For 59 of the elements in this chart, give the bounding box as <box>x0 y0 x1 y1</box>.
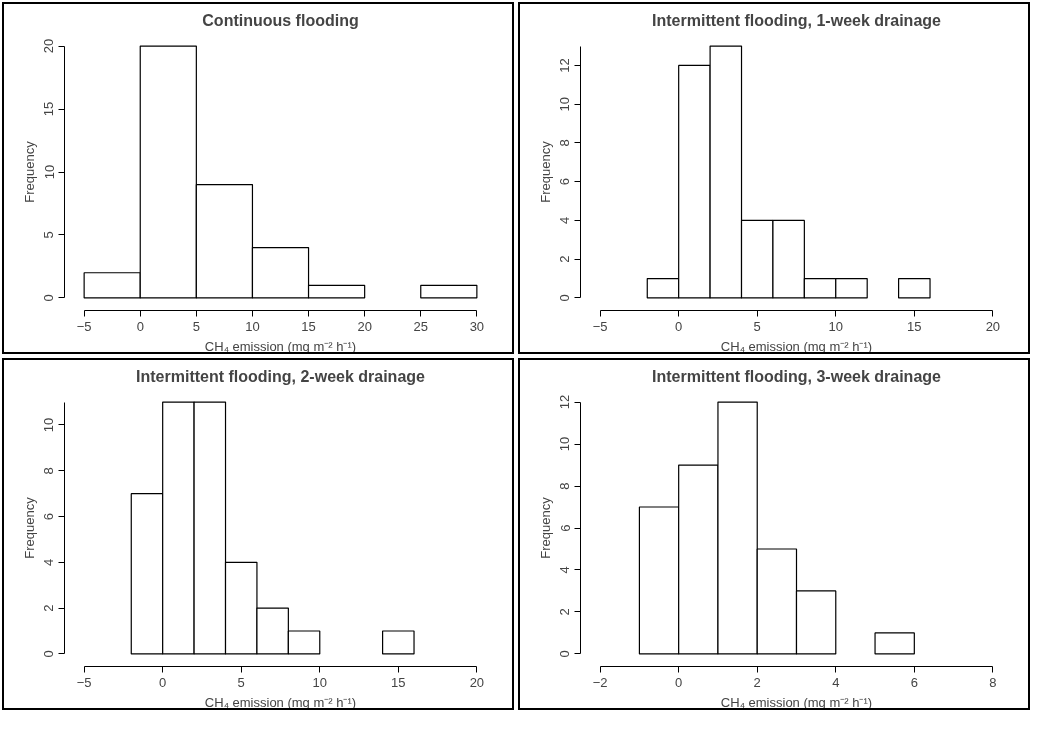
y-tick-label: 10 <box>557 96 573 112</box>
x-tick-label: −5 <box>76 318 92 334</box>
y-tick-label: 4 <box>557 566 573 574</box>
y-tick-label: 0 <box>557 650 573 658</box>
x-tick-label: 8 <box>989 674 997 690</box>
y-tick-label: 2 <box>557 255 573 263</box>
x-tick-label: 20 <box>985 318 1001 334</box>
y-tick-label: 10 <box>41 417 57 433</box>
y-tick-label: 5 <box>41 231 57 239</box>
x-tick-label: 10 <box>828 318 844 334</box>
x-tick-label: 5 <box>753 318 761 334</box>
y-tick-label: 2 <box>557 608 573 616</box>
y-tick-label: 6 <box>557 178 573 186</box>
y-tick-label: 0 <box>41 650 57 658</box>
y-tick-label: 10 <box>41 164 57 180</box>
chart-title: Intermittent flooding, 2-week drainage <box>136 367 426 385</box>
y-tick-label: 0 <box>557 294 573 302</box>
y-tick-label: 8 <box>557 139 573 147</box>
y-tick-label: 15 <box>41 101 57 117</box>
x-tick-label: 20 <box>469 674 485 690</box>
x-tick-label: 2 <box>753 674 761 690</box>
x-tick-label: 25 <box>413 318 428 334</box>
chart-title: Intermittent flooding, 3-week drainage <box>652 367 942 385</box>
y-tick-label: 10 <box>557 436 573 452</box>
x-tick-label: 0 <box>136 318 144 334</box>
x-tick-label: 15 <box>391 674 406 690</box>
x-tick-label: 0 <box>159 674 167 690</box>
y-tick-label: 4 <box>557 216 573 225</box>
y-tick-label: 12 <box>557 394 573 410</box>
y-axis-title: Frequency <box>21 140 37 203</box>
x-tick-label: 15 <box>907 318 922 334</box>
y-tick-label: 20 <box>41 38 57 54</box>
x-tick-label: 30 <box>469 318 485 334</box>
y-tick-label: 0 <box>41 294 57 302</box>
x-tick-label: −2 <box>592 674 608 690</box>
x-tick-label: 4 <box>832 674 840 690</box>
y-axis-title: Frequency <box>537 496 553 559</box>
x-tick-label: 10 <box>312 674 328 690</box>
x-tick-label: 6 <box>910 674 918 690</box>
x-tick-label: 15 <box>301 318 316 334</box>
y-tick-label: 6 <box>41 512 57 521</box>
x-tick-label: −5 <box>592 318 608 334</box>
y-tick-label: 12 <box>557 58 573 73</box>
y-tick-label: 4 <box>41 558 57 566</box>
x-tick-label: 5 <box>192 318 200 334</box>
x-tick-label: −5 <box>76 674 92 690</box>
y-tick-label: 2 <box>41 604 57 612</box>
x-tick-label: 20 <box>357 318 372 334</box>
y-tick-label: 8 <box>41 467 57 475</box>
x-tick-label: 0 <box>675 318 683 334</box>
chart-title: Continuous flooding <box>202 11 359 29</box>
x-tick-label: 0 <box>675 674 683 690</box>
y-tick-label: 8 <box>557 482 573 490</box>
y-axis-title: Frequency <box>21 496 37 559</box>
y-tick-label: 6 <box>557 524 573 532</box>
chart-title: Intermittent flooding, 1-week drainage <box>652 11 942 29</box>
x-tick-label: 5 <box>237 674 245 690</box>
y-axis-title: Frequency <box>537 140 553 203</box>
x-tick-label: 10 <box>245 318 260 334</box>
